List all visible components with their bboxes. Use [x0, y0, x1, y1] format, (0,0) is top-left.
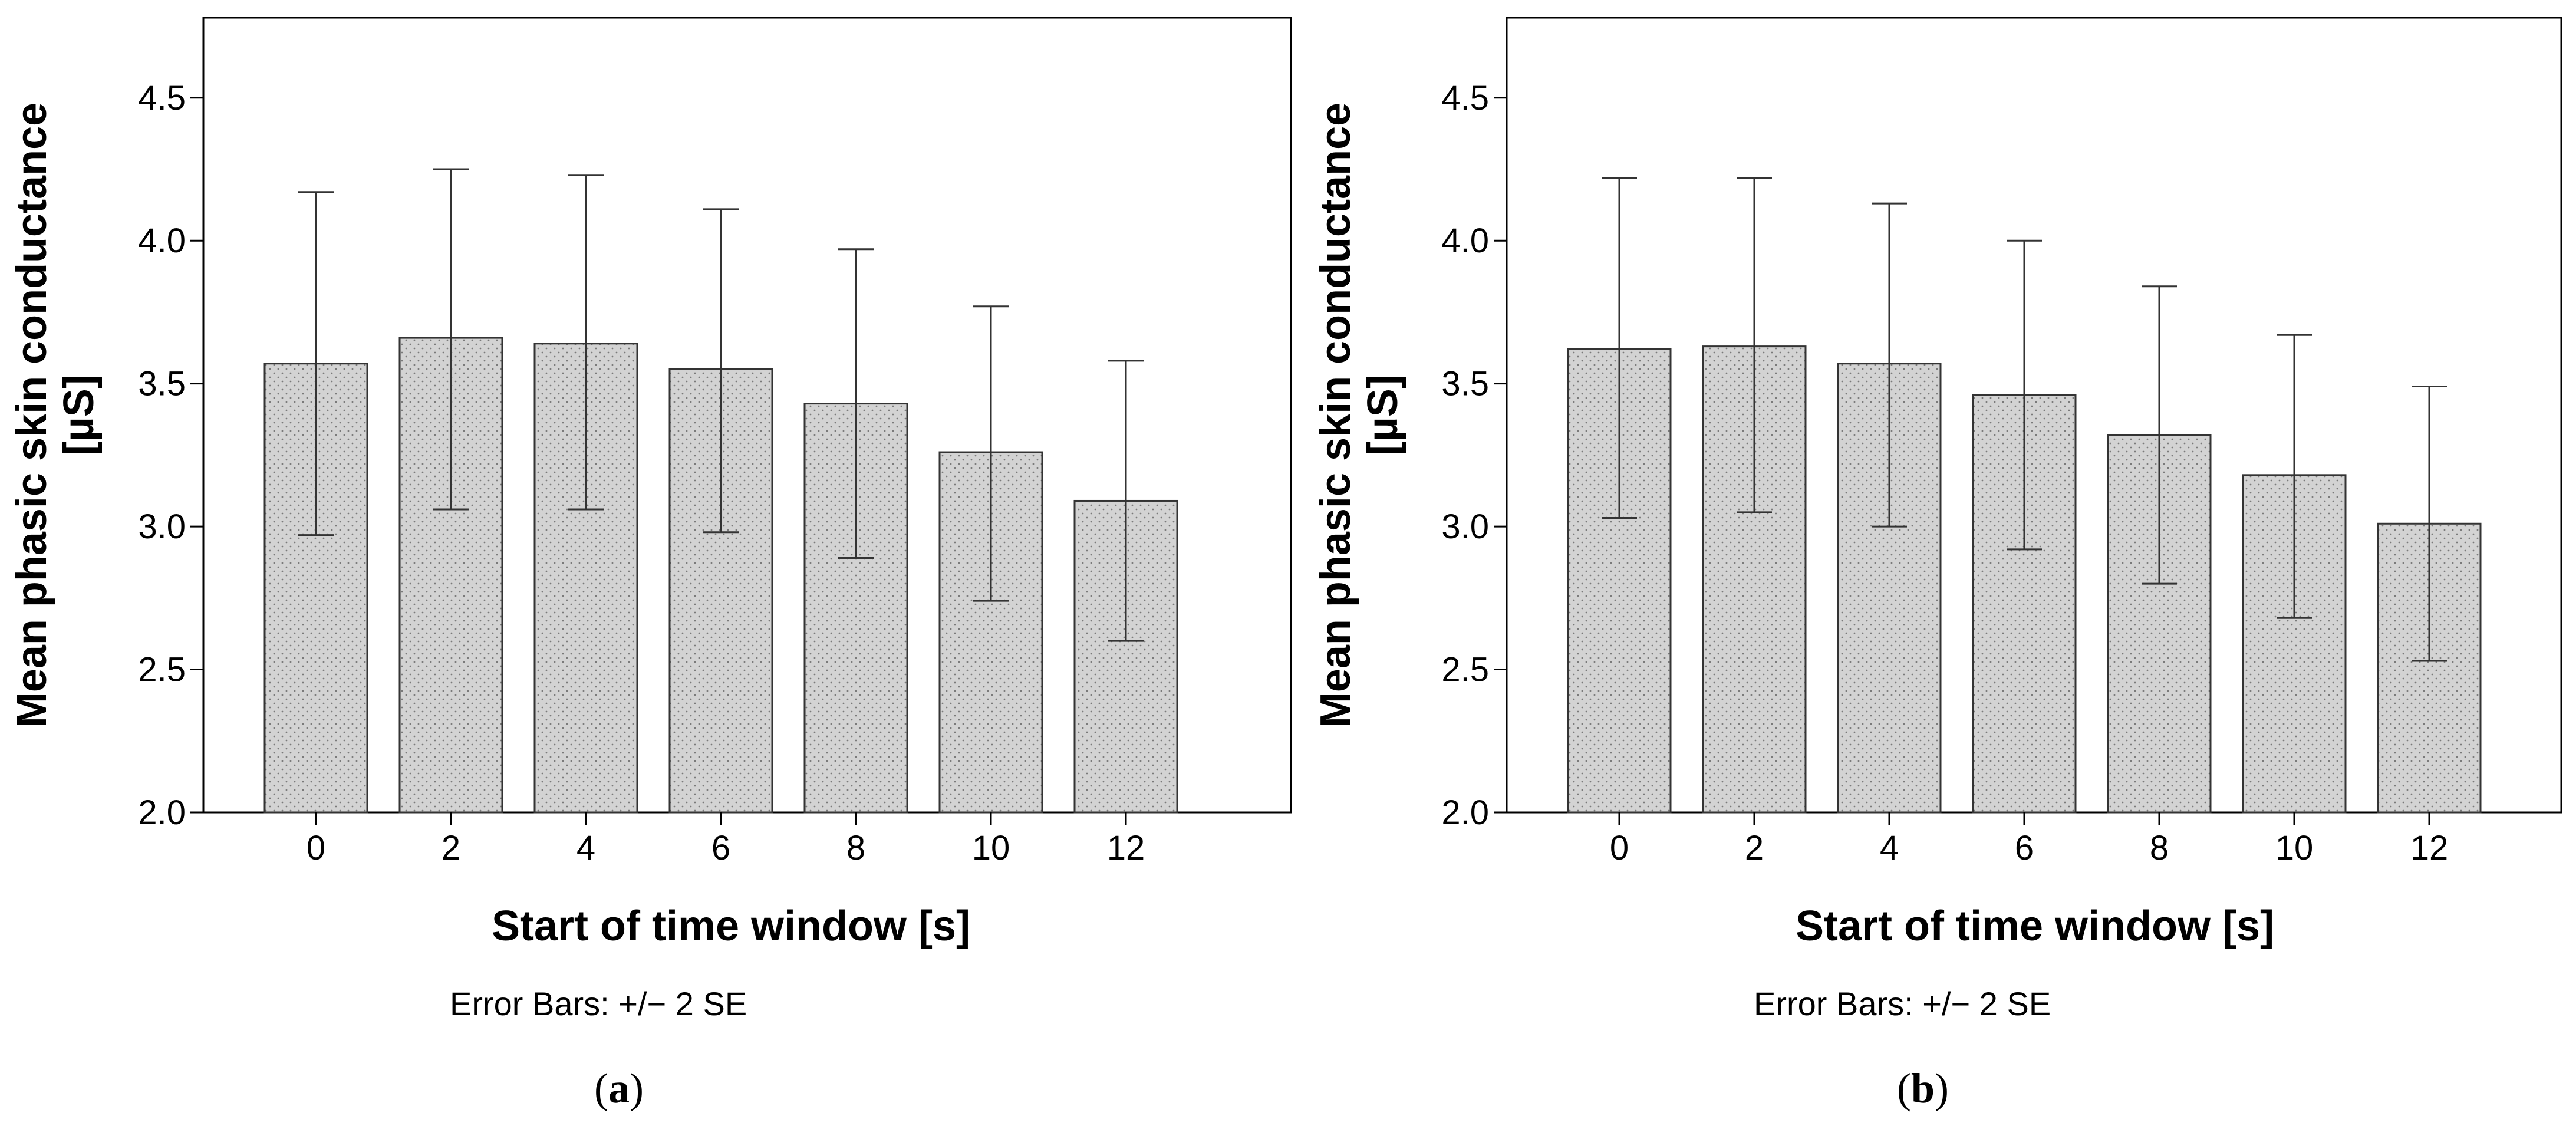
x-tick-label: 4 [577, 829, 595, 867]
x-tick-label: 12 [1107, 829, 1145, 867]
panel-label: (b) [1897, 1065, 1949, 1112]
y-axis-title-line-1: Mean phasic skin conductance [1312, 103, 1359, 727]
y-tick-label: 2.5 [138, 651, 186, 689]
x-tick-label: 12 [2410, 829, 2449, 867]
x-axis-title: Start of time window [s] [492, 903, 970, 950]
x-tick-label: 6 [2015, 829, 2034, 867]
x-axis-title: Start of time window [s] [1796, 903, 2274, 950]
x-tick-label: 8 [2150, 829, 2169, 867]
y-axis-title-line-2: [µS] [55, 374, 103, 455]
y-axis-title-line-2: [µS] [1359, 374, 1406, 455]
y-tick-label: 2.0 [1441, 794, 1489, 832]
chart-panel-b: 2.0 2.5 3.0 3.5 4.0 4.5 0 2 4 6 8 10 12 Mean phasic s… [1312, 17, 2562, 1112]
x-tick-label: 0 [1610, 829, 1629, 867]
x-tick-label: 2 [1745, 829, 1764, 867]
x-tick-label: 0 [307, 829, 325, 867]
y-axis-title: Mean phasic skin conductance[µS] [1312, 103, 1406, 727]
chart-panel-a: 2.0 2.5 3.0 3.5 4.0 4.5 0 2 4 6 8 10 12 Mean phasic s… [8, 17, 1292, 1112]
y-axis-title: Mean phasic skin conductance[µS] [8, 103, 103, 727]
y-axis-title-line-1: Mean phasic skin conductance [8, 103, 55, 727]
y-tick-label: 3.5 [138, 365, 186, 403]
y-tick-label: 4.0 [1441, 222, 1489, 260]
x-tick-label: 4 [1880, 829, 1899, 867]
panel-label: (a) [594, 1065, 644, 1112]
x-tick-label: 10 [2275, 829, 2314, 867]
y-tick-label: 4.0 [138, 222, 186, 260]
y-tick-label: 4.5 [138, 79, 186, 117]
y-tick-label: 2.0 [138, 794, 186, 832]
y-tick-label: 4.5 [1441, 79, 1489, 117]
y-tick-label: 3.0 [1441, 508, 1489, 546]
y-tick-label: 2.5 [1441, 651, 1489, 689]
x-tick-label: 8 [846, 829, 865, 867]
y-tick-label: 3.0 [138, 508, 186, 546]
x-tick-label: 6 [711, 829, 730, 867]
x-tick-label: 2 [442, 829, 460, 867]
error-bar-note: Error Bars: +/− 2 SE [450, 985, 747, 1022]
error-bar-note: Error Bars: +/− 2 SE [1754, 985, 2051, 1022]
y-tick-label: 3.5 [1441, 365, 1489, 403]
x-tick-label: 10 [972, 829, 1010, 867]
